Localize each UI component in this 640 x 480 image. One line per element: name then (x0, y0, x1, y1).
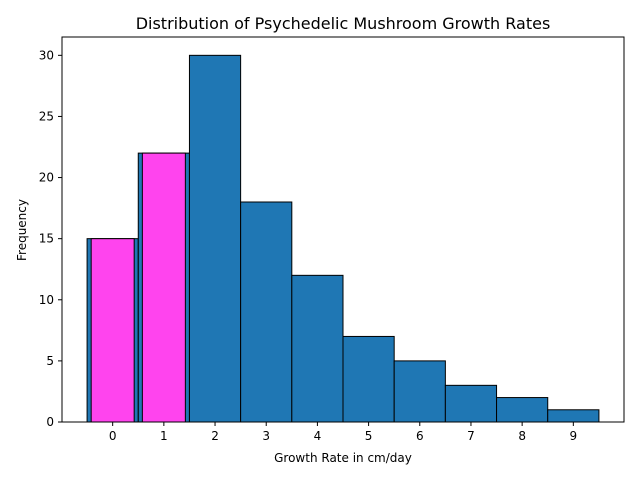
bar (444, 384, 498, 423)
y-tick-label: 10 (39, 293, 54, 307)
y-ticks-layer: 0 5 10 15 20 25 30 (39, 48, 62, 429)
bar (188, 54, 242, 423)
bar (342, 335, 395, 423)
x-tick-label: 0 (109, 429, 117, 443)
y-tick-label: 30 (39, 48, 54, 62)
x-axis-label: Growth Rate in cm/day (274, 451, 412, 465)
chart-title: Distribution of Psychedelic Mushroom Gro… (136, 14, 551, 33)
y-tick-label: 25 (39, 109, 54, 123)
bar (496, 397, 549, 423)
x-tick-label: 9 (570, 429, 578, 443)
plot-frame (61, 36, 625, 423)
y-tick-label: 0 (46, 415, 54, 429)
y-axis-label: Frequency (15, 199, 29, 261)
y-tick-label: 15 (39, 232, 54, 246)
highlight-bar (90, 238, 135, 423)
bar (291, 274, 344, 423)
y-tick-label: 5 (46, 354, 54, 368)
bar (393, 360, 446, 423)
x-tick-label: 8 (518, 429, 526, 443)
x-tick-label: 6 (416, 429, 424, 443)
highlight-bar (141, 152, 186, 423)
y-tick-label: 20 (39, 171, 54, 185)
x-tick-label: 2 (211, 429, 219, 443)
x-tick-label: 4 (314, 429, 322, 443)
x-tick-label: 5 (365, 429, 373, 443)
bar (547, 409, 600, 423)
x-ticks-layer: 0 1 2 3 4 5 6 7 8 9 (109, 422, 577, 443)
bar (240, 201, 293, 423)
x-tick-label: 1 (160, 429, 168, 443)
x-tick-label: 7 (467, 429, 475, 443)
x-tick-label: 3 (262, 429, 270, 443)
